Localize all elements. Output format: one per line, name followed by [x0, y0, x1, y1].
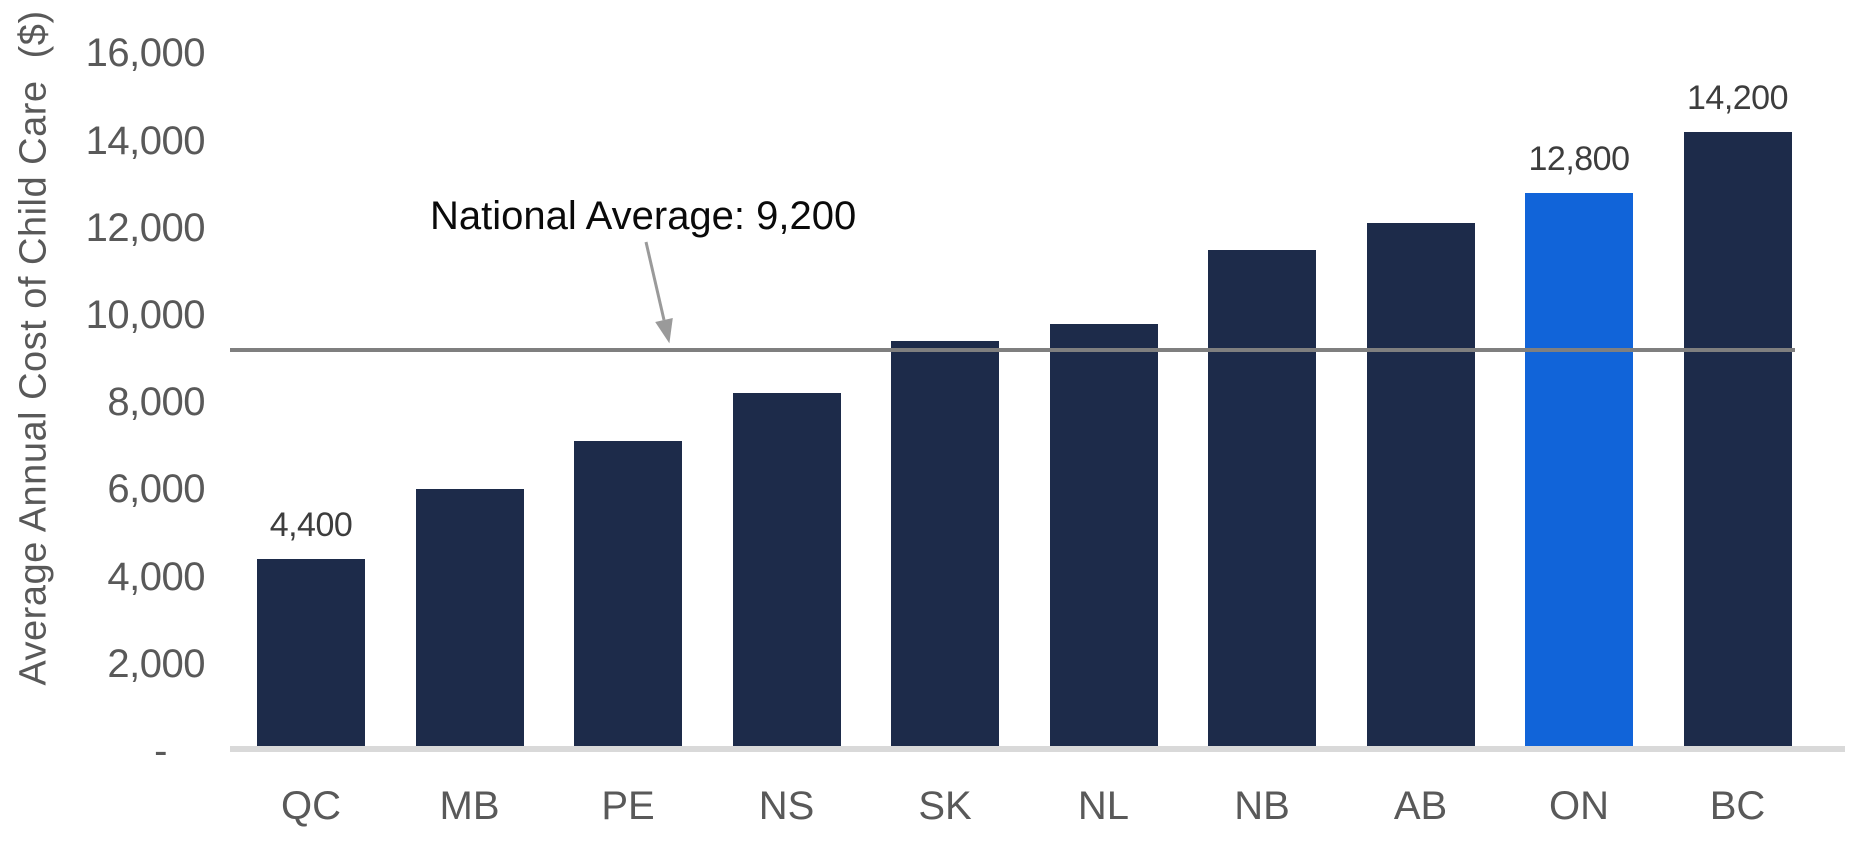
bar-mb	[415, 489, 524, 746]
y-axis-tick-label: -	[154, 729, 167, 773]
y-axis-tick-label: 2,000	[107, 641, 205, 686]
bar-pe	[574, 441, 682, 746]
x-axis-label-qc: QC	[281, 784, 341, 828]
national-average-reference-line	[230, 347, 1795, 352]
bar-on	[1525, 192, 1633, 746]
bar-sk	[891, 341, 999, 746]
bar-qc	[257, 559, 365, 746]
x-axis-baseline	[230, 746, 1845, 752]
x-axis-label-nb: NB	[1234, 784, 1290, 828]
y-axis-tick-label: 4,000	[107, 554, 205, 599]
bar-nl	[1049, 323, 1158, 746]
x-axis-label-nl: NL	[1077, 784, 1130, 828]
bar-ns	[732, 393, 841, 746]
x-axis-label-mb: MB	[439, 784, 500, 828]
x-axis-label-on: ON	[1549, 784, 1609, 828]
y-axis-tick-label: 12,000	[85, 205, 206, 250]
bar-value-label-bc: 14,200	[1687, 78, 1789, 117]
y-axis-tick-label: 14,000	[85, 118, 206, 163]
national-average-annotation: National Average: 9,200	[430, 194, 857, 238]
y-axis-tick-label: 10,000	[85, 293, 206, 337]
bar-nb	[1208, 249, 1316, 746]
x-axis-label-ab: AB	[1393, 784, 1448, 828]
y-axis-tick-label: 8,000	[107, 380, 205, 425]
bar-bc	[1683, 131, 1792, 746]
bar-value-label-qc: 4,400	[269, 506, 353, 545]
y-axis-tick-label: 6,000	[107, 467, 205, 512]
x-axis-label-bc: BC	[1709, 784, 1766, 828]
bar-value-label-on: 12,800	[1528, 139, 1631, 178]
x-axis-label-pe: PE	[601, 784, 655, 828]
x-axis-label-sk: SK	[918, 784, 972, 828]
bar-ab	[1366, 223, 1475, 746]
y-axis-tick-label: 16,000	[85, 31, 206, 76]
x-axis-label-ns: NS	[758, 784, 815, 828]
